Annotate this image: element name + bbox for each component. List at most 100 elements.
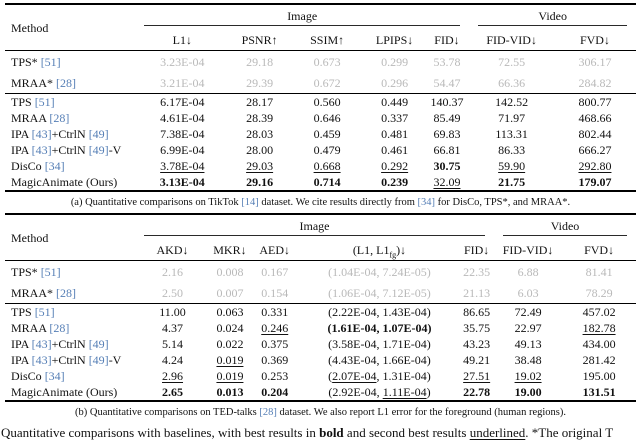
value-cell: 0.253 bbox=[250, 368, 300, 384]
value-cell: 30.75 bbox=[425, 158, 470, 174]
value-cell: 85.49 bbox=[425, 110, 470, 126]
text-segment: 0.479 bbox=[313, 143, 341, 157]
subscript-text: fg bbox=[389, 250, 397, 260]
column-header: (L1, L1fg)↓ bbox=[299, 240, 460, 261]
text-segment: 28.00 bbox=[246, 143, 274, 157]
text-segment: 0.337 bbox=[381, 111, 409, 125]
value-cell: 179.07 bbox=[554, 174, 636, 191]
text-segment: TPS* bbox=[11, 54, 41, 69]
citation-link[interactable]: [49] bbox=[88, 353, 109, 367]
text-segment: LPIPS↓ bbox=[375, 33, 414, 47]
text-segment: 468.66 bbox=[578, 111, 612, 125]
citation-link[interactable]: [28] bbox=[49, 321, 70, 335]
table-row: MagicAnimate (Ours) 3.13E-04 29.16 0.714 0.2… bbox=[5, 174, 636, 191]
text-segment: 72.55 bbox=[498, 54, 526, 69]
text-segment: 3.78E-04 bbox=[160, 159, 205, 173]
group-header-video: Video bbox=[494, 214, 636, 240]
value-cell: 292.80 bbox=[554, 158, 636, 174]
text-segment: 3.23E-04 bbox=[160, 54, 205, 69]
text-segment: 0.013 bbox=[216, 385, 244, 399]
value-cell: 0.479 bbox=[290, 142, 365, 158]
value-cell: 2.50 bbox=[134, 282, 211, 304]
value-cell: (4.43E-04, 1.66E-04) bbox=[300, 352, 460, 368]
value-cell: 0.239 bbox=[365, 174, 425, 191]
citation-link[interactable]: [49] bbox=[88, 127, 109, 141]
value-cell: 0.296 bbox=[364, 72, 425, 94]
value-cell: 59.90 bbox=[469, 158, 554, 174]
citation-link[interactable]: [34] bbox=[417, 197, 436, 208]
citation-link[interactable]: [51] bbox=[40, 54, 61, 69]
citation-link[interactable]: [28] bbox=[56, 75, 77, 90]
text-segment: IPA bbox=[11, 127, 32, 141]
value-cell: 4.61E-04 bbox=[135, 110, 230, 126]
text-segment: 0.063 bbox=[216, 305, 244, 319]
column-header-row: AKD↓ MKR↓ AED↓ (L1, L1fg)↓ FID↓ FID-VID↓ FVD↓ bbox=[5, 240, 636, 261]
value-cell: 32.09 bbox=[425, 174, 470, 191]
value-cell: 0.154 bbox=[249, 282, 300, 304]
value-cell: 71.97 bbox=[469, 110, 554, 126]
text-segment: 11.00 bbox=[159, 305, 186, 319]
citation-link[interactable]: [34] bbox=[44, 369, 65, 383]
method-cell: IPA [43]+CtrlN [49]-V bbox=[5, 142, 135, 158]
value-cell: 284.82 bbox=[553, 72, 636, 94]
text-segment: 195.00 bbox=[582, 369, 616, 383]
value-cell: 0.668 bbox=[290, 158, 365, 174]
text-segment: 0.714 bbox=[313, 175, 341, 189]
citation-link[interactable]: [43] bbox=[31, 143, 52, 157]
column-header: L1↓ bbox=[134, 30, 230, 51]
text-segment: 66.81 bbox=[433, 143, 461, 157]
value-cell: 3.23E-04 bbox=[135, 51, 230, 73]
value-cell: 131.51 bbox=[562, 384, 636, 401]
value-cell: 0.331 bbox=[250, 304, 300, 321]
text-segment: 49.21 bbox=[463, 353, 491, 367]
value-cell: 142.52 bbox=[469, 94, 554, 111]
text-segment: ) bbox=[426, 385, 431, 399]
value-cell: 72.49 bbox=[494, 304, 562, 321]
table-row: MRAA [28] 4.37 0.024 0.246 (1.61E-04, 1.07E-… bbox=[5, 320, 636, 336]
citation-link[interactable]: [51] bbox=[34, 305, 55, 319]
text-segment: 0.560 bbox=[313, 95, 341, 109]
citation-link[interactable]: [43] bbox=[31, 337, 52, 351]
text-segment: MRAA bbox=[11, 321, 50, 335]
text-segment: 0.239 bbox=[381, 175, 409, 189]
text-segment: 0.299 bbox=[381, 54, 409, 69]
citation-link[interactable]: [49] bbox=[88, 337, 109, 351]
value-cell: 0.481 bbox=[365, 126, 425, 142]
citation-link[interactable]: [28] bbox=[259, 407, 277, 418]
value-cell: 0.672 bbox=[289, 72, 365, 94]
citation-link[interactable]: [43] bbox=[31, 353, 52, 367]
text-segment: 140.37 bbox=[430, 95, 464, 109]
text-segment: MRAA* bbox=[11, 75, 57, 90]
value-cell: 19.00 bbox=[494, 384, 562, 401]
text-segment: TPS bbox=[11, 95, 35, 109]
citation-link[interactable]: [49] bbox=[88, 143, 109, 157]
column-header: AED↓ bbox=[249, 240, 300, 261]
citation-link[interactable]: [14] bbox=[241, 197, 259, 208]
text-segment: 85.49 bbox=[433, 111, 461, 125]
text-segment: 113.31 bbox=[495, 127, 528, 141]
citation-link[interactable]: [34] bbox=[44, 159, 65, 173]
method-cell: TPS [51] bbox=[5, 94, 135, 111]
value-cell: 2.96 bbox=[135, 368, 210, 384]
citation-link[interactable]: [28] bbox=[56, 285, 77, 300]
text-segment: 1.11E-04 bbox=[382, 385, 427, 399]
text-segment: 3.13E-04 bbox=[159, 175, 205, 189]
citation-link[interactable]: [43] bbox=[31, 127, 52, 141]
text-segment: 72.49 bbox=[514, 305, 542, 319]
text-segment: 0.019 bbox=[216, 353, 244, 367]
value-cell: 0.369 bbox=[250, 352, 300, 368]
text-segment: 22.78 bbox=[463, 385, 491, 399]
citation-link[interactable]: [51] bbox=[40, 264, 61, 279]
text-segment: 4.37 bbox=[162, 321, 184, 335]
text-segment: +CtrlN bbox=[51, 337, 89, 351]
text-segment: +CtrlN bbox=[51, 143, 89, 157]
text-segment: 802.44 bbox=[578, 127, 612, 141]
table-row: IPA [43]+CtrlN [49]-V 4.24 0.019 0.369 (4.43… bbox=[5, 352, 636, 368]
text-segment: 4.24 bbox=[162, 353, 184, 367]
citation-link[interactable]: [51] bbox=[34, 95, 55, 109]
text-segment: 0.167 bbox=[261, 264, 289, 279]
text-segment: 6.99E-04 bbox=[160, 143, 205, 157]
text-segment: 0.007 bbox=[216, 285, 244, 300]
value-cell: 86.33 bbox=[469, 142, 554, 158]
citation-link[interactable]: [28] bbox=[49, 111, 70, 125]
